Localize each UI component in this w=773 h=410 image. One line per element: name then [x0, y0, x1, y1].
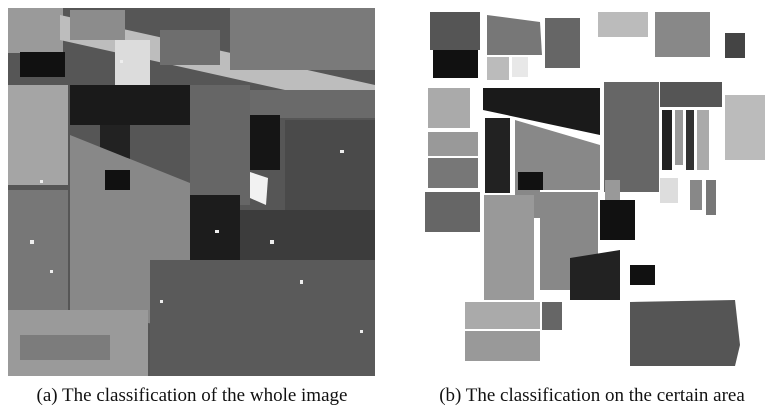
region	[285, 120, 375, 210]
region	[428, 158, 478, 188]
region	[20, 52, 65, 77]
region	[8, 85, 68, 185]
region	[545, 18, 580, 68]
region	[240, 210, 375, 260]
region	[725, 95, 765, 160]
region	[465, 331, 540, 361]
region	[428, 88, 470, 128]
region	[512, 57, 528, 77]
region	[433, 50, 478, 78]
region	[20, 335, 110, 360]
region	[686, 110, 694, 170]
region	[690, 180, 702, 210]
figure: (a) The classification of the whole imag…	[0, 0, 773, 410]
region	[675, 110, 683, 165]
region	[160, 30, 220, 65]
region	[430, 12, 480, 50]
region	[465, 302, 540, 329]
region	[190, 85, 250, 205]
region	[8, 190, 68, 310]
region	[605, 180, 620, 200]
region	[662, 110, 672, 170]
region	[250, 115, 280, 170]
region	[485, 118, 510, 193]
region	[150, 260, 375, 376]
region	[630, 265, 655, 285]
region	[105, 170, 130, 190]
region	[600, 200, 635, 240]
region	[655, 12, 710, 57]
region	[230, 8, 375, 70]
region	[706, 180, 716, 215]
region	[697, 110, 709, 170]
region	[604, 82, 659, 192]
region	[250, 90, 375, 118]
region	[487, 57, 509, 80]
region	[8, 8, 63, 53]
region	[598, 12, 648, 37]
region	[428, 132, 478, 156]
region	[70, 10, 125, 40]
region	[484, 195, 534, 300]
region	[542, 302, 562, 330]
region	[518, 172, 543, 190]
region	[425, 192, 480, 232]
region	[570, 250, 620, 300]
region	[725, 33, 745, 58]
region	[630, 300, 740, 366]
classification-map-whole	[8, 8, 375, 376]
caption: (b) The classification on the certain ar…	[439, 385, 745, 406]
classification-map-area	[420, 8, 765, 376]
page: (a) The classification of the whole imag…	[0, 0, 773, 410]
region	[70, 85, 190, 125]
caption: (a) The classification of the whole imag…	[37, 385, 348, 406]
region	[660, 178, 678, 203]
region	[660, 82, 722, 107]
